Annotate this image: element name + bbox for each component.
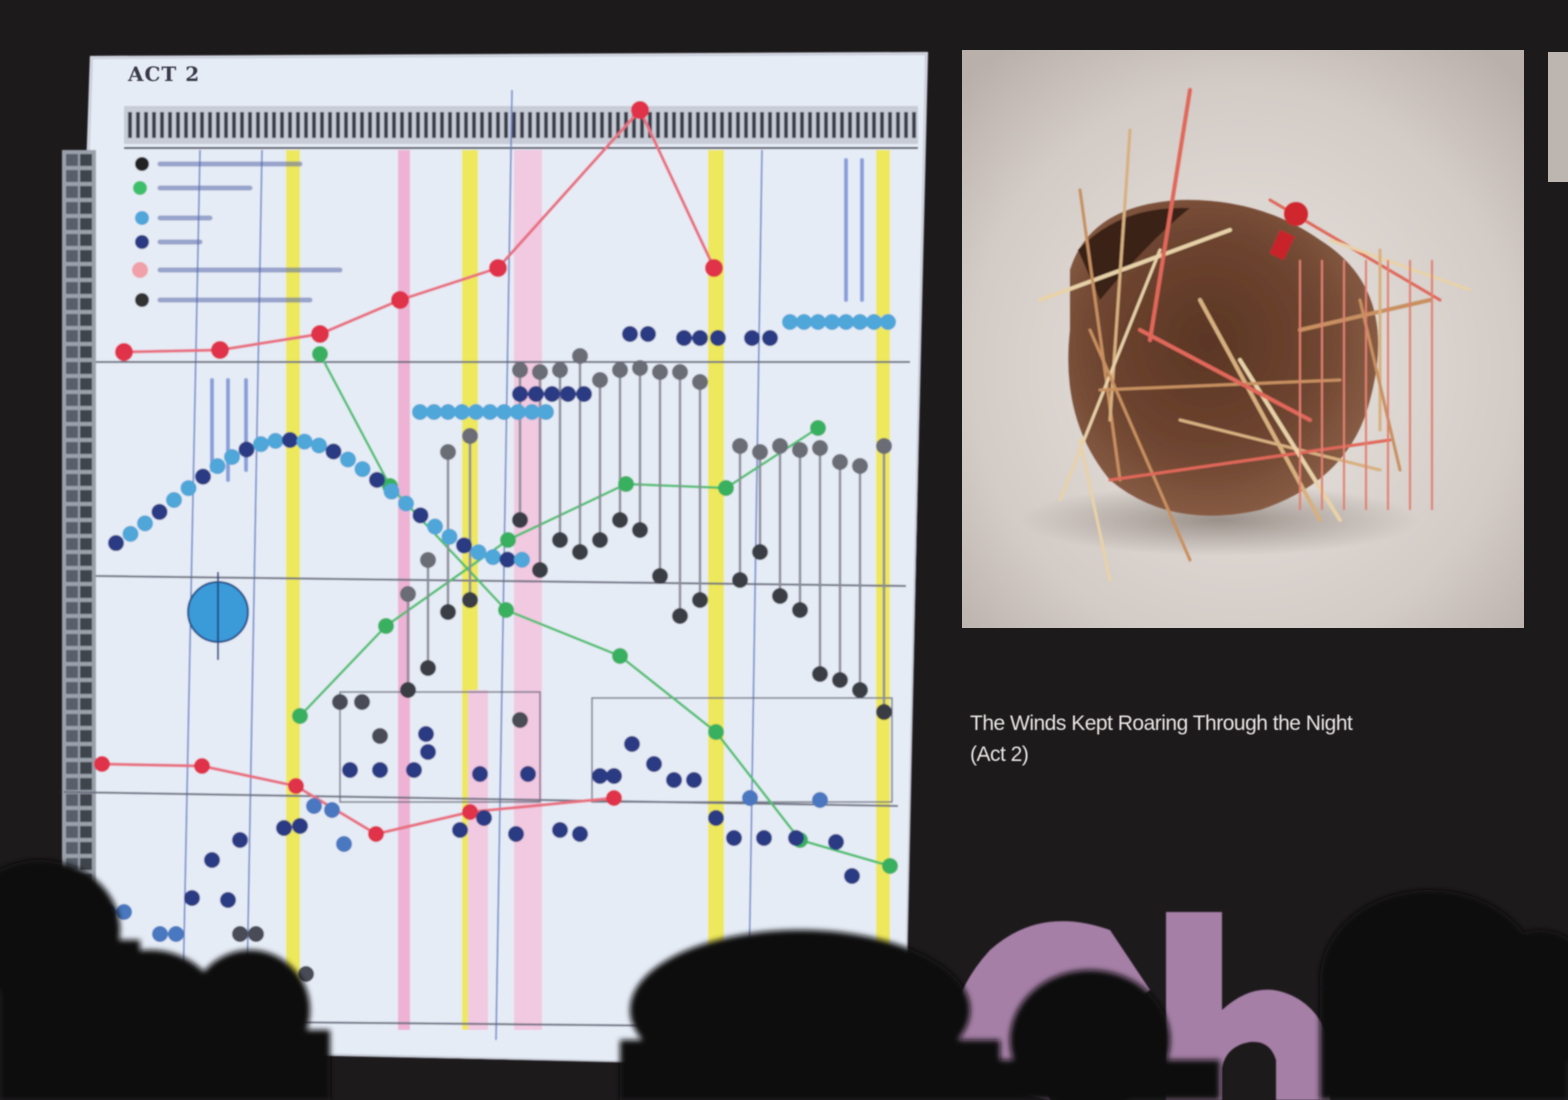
- score-legend: [132, 157, 343, 307]
- event-logo-letters: [952, 912, 1414, 1100]
- audience-silhouettes: [0, 860, 1568, 1100]
- photo-edge-fragment: [1548, 52, 1568, 182]
- graphic-score-image: [56, 52, 928, 1070]
- score-header-strip: [124, 106, 918, 149]
- artwork-caption: The Winds Kept Roaring Through the Night…: [970, 708, 1530, 770]
- caption-subtitle: (Act 2): [970, 743, 1029, 766]
- score-act-heading: ACT 2: [128, 62, 201, 86]
- nest-sculpture: [1038, 88, 1472, 582]
- sculpture-photo: [962, 50, 1524, 628]
- caption-title: The Winds Kept Roaring Through the Night: [970, 712, 1353, 735]
- globe-drawing: [187, 572, 249, 660]
